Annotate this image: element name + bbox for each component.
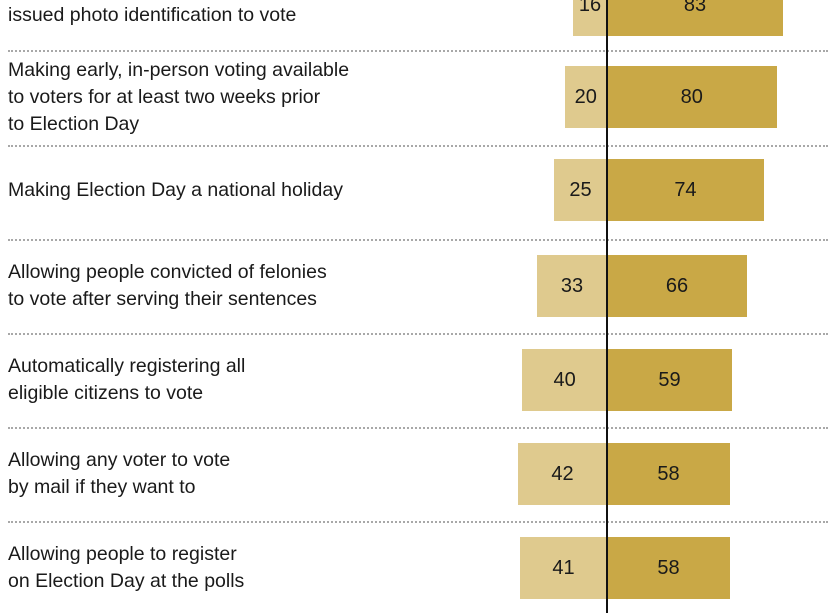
value-label-oppose: 33: [560, 275, 584, 297]
value-label-favor: 59: [658, 369, 681, 391]
bar-favor: [607, 159, 764, 221]
bar-favor: [607, 537, 730, 599]
bar-favor: [607, 443, 730, 505]
value-label-oppose: 20: [574, 86, 597, 108]
bar-favor: [607, 255, 747, 317]
value-label-favor: 58: [657, 557, 680, 579]
category-label: Allowing any voter to vote by mail if th…: [8, 449, 231, 498]
value-label-favor: 58: [657, 463, 680, 485]
zero-axis-line: [606, 0, 608, 613]
category-label: Making Election Day a national holiday: [8, 178, 343, 201]
value-label-favor: 66: [665, 275, 689, 297]
row-separator: [8, 239, 828, 241]
value-label-favor: 74: [674, 179, 697, 201]
category-label: issued photo identification to vote: [8, 4, 297, 26]
bar-favor: [607, 0, 783, 36]
bar-oppose: [522, 349, 607, 411]
bar-oppose: [537, 255, 607, 317]
category-label: Allowing people convicted of felonies to…: [8, 261, 327, 310]
value-label-favor: 83: [683, 0, 707, 16]
value-label-oppose: 16: [578, 0, 602, 16]
bar-favor: [607, 66, 777, 128]
value-label-oppose: 41: [552, 557, 575, 579]
value-label-oppose: 25: [569, 179, 592, 201]
bar-favor: [607, 349, 733, 411]
bar-oppose: [564, 66, 607, 128]
row-separator: [8, 521, 828, 523]
bar-oppose: [520, 537, 607, 599]
bar-oppose: [573, 0, 607, 36]
bar-oppose: [517, 443, 607, 505]
value-label-oppose: 42: [551, 463, 574, 485]
row-separator: [8, 333, 828, 335]
row-separator: [8, 427, 828, 429]
category-label: Making early, in-person voting available…: [8, 58, 350, 135]
value-label-oppose: 40: [553, 369, 576, 391]
bar-oppose: [554, 159, 607, 221]
row-separator: [8, 50, 828, 52]
row-separator: [8, 145, 828, 147]
category-label: Allowing people to register on Election …: [8, 543, 245, 592]
category-label: Automatically registering all eligible c…: [8, 355, 246, 404]
value-label-favor: 80: [680, 86, 703, 108]
